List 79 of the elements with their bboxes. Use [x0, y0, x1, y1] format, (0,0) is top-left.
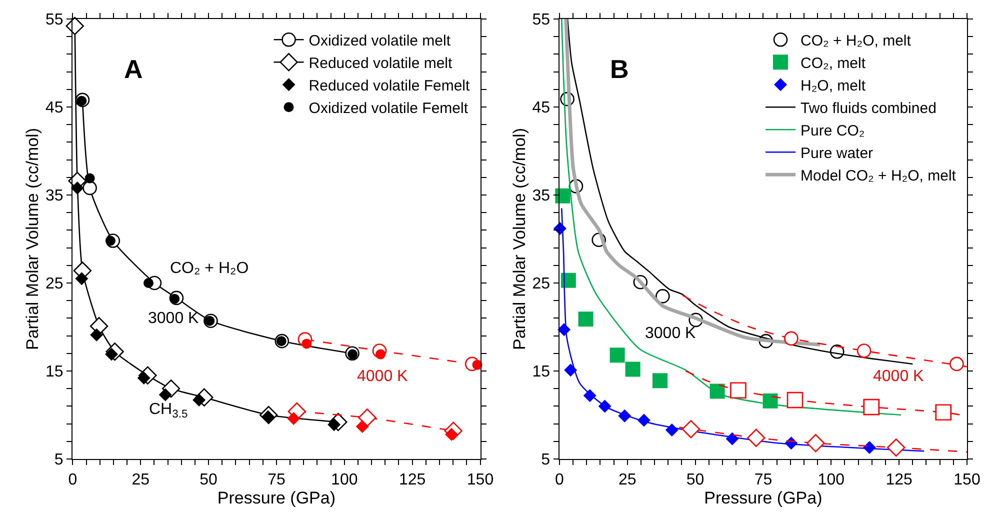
legend-label: CO₂ + H₂O, melt: [800, 32, 912, 50]
point: [555, 188, 570, 204]
y-tick-label: 15: [46, 364, 64, 381]
point: [358, 408, 376, 427]
point: [66, 16, 84, 36]
y-tick-label: 45: [532, 100, 550, 117]
point: [564, 364, 578, 377]
y-axis-title: Partial Molar Volume (cc/mol): [23, 128, 42, 350]
text: B: [610, 54, 629, 84]
point: [656, 289, 670, 304]
legend-label: Model CO₂ + H₂O, melt: [800, 168, 957, 184]
y-tick-label: 5: [541, 452, 550, 469]
legend-label: Reduced volatile Femelt: [308, 78, 471, 94]
point: [75, 272, 88, 286]
annotation: 3000 K: [645, 325, 696, 342]
point: [143, 278, 154, 288]
y-tick-label: 35: [532, 188, 550, 205]
x-tick-label: 150: [954, 471, 980, 488]
point: [652, 373, 668, 388]
x-tick-label: 50: [686, 471, 704, 488]
point: [886, 438, 906, 457]
y-tick-label: 15: [532, 364, 550, 381]
x-tick-label: 100: [331, 471, 358, 488]
x-tick-label: 100: [818, 471, 845, 488]
y-tick-label: 55: [46, 12, 64, 29]
annotation: CH$_{3.5}$: [149, 401, 188, 420]
annotation: 4000 K: [873, 368, 924, 385]
x-tick-label: 25: [618, 471, 636, 488]
point: [90, 328, 104, 342]
x-axis-title: Pressure (GPa): [704, 488, 822, 508]
y-tick-label: 25: [46, 276, 64, 293]
annotation: CO₂ + H₂O: [170, 260, 249, 277]
legend-label: Reduced volatile melt: [308, 55, 454, 72]
x-axis-title: Pressure (GPa): [217, 488, 336, 508]
annotation: 3000 K: [148, 310, 200, 327]
point: [786, 392, 804, 408]
legend-label: Oxidized volatile melt: [308, 32, 452, 50]
point: [84, 173, 95, 184]
x-tick-label: 150: [466, 471, 494, 488]
legend-label: Oxidized volatile Femelt: [308, 100, 469, 117]
legend-label: Pure CO₂: [800, 122, 865, 140]
point: [730, 382, 746, 399]
x-tick-label: 125: [886, 471, 913, 488]
y-axis-title: Partial Molar Volume (cc/mol): [510, 128, 529, 350]
point: [70, 181, 84, 194]
x-tick-label: 0: [554, 471, 564, 488]
y-tick-label: 55: [532, 12, 550, 29]
point: [560, 272, 576, 288]
point: [578, 312, 594, 327]
y-tick-label: 35: [46, 188, 64, 205]
point: [625, 362, 640, 377]
y-tick-label: 25: [532, 276, 550, 293]
x-tick-label: 75: [754, 471, 772, 488]
point: [856, 344, 872, 358]
y-tick-label: 5: [54, 452, 64, 469]
legend-label: Pure water: [800, 145, 874, 162]
point: [935, 404, 952, 421]
point: [682, 420, 700, 438]
point: [747, 428, 766, 447]
point: [806, 434, 825, 452]
point: [784, 331, 798, 346]
point: [610, 348, 625, 363]
point: [356, 420, 369, 433]
point: [287, 412, 300, 426]
line-series: [682, 294, 967, 368]
point: [863, 398, 880, 416]
point: [82, 180, 97, 196]
legend-label: H₂O, melt: [800, 78, 866, 94]
annotation: 4000 K: [357, 368, 408, 385]
x-tick-label: 50: [200, 471, 218, 488]
legend-label: Two fluids combined: [800, 100, 936, 117]
point: [950, 356, 964, 372]
x-tick-label: 25: [132, 471, 150, 488]
text: A: [124, 54, 143, 84]
x-tick-label: 75: [268, 471, 286, 488]
x-tick-label: 125: [398, 471, 426, 488]
y-tick-label: 45: [46, 100, 64, 117]
legend-label: CO₂, melt: [800, 55, 866, 72]
x-tick-label: 0: [68, 471, 78, 488]
